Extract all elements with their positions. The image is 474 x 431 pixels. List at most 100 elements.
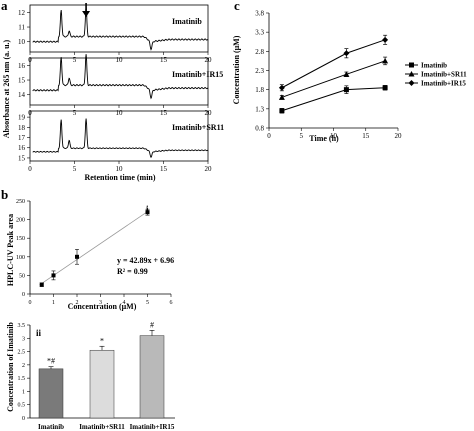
y-tick-label: 2.5 xyxy=(18,350,26,356)
x-tick-label: 15 xyxy=(160,56,168,64)
y-tick-label: 200 xyxy=(16,218,25,224)
chromatogram-trace xyxy=(32,7,209,51)
data-point xyxy=(39,282,44,287)
x-tick-label: 0 xyxy=(28,165,32,173)
panel-c-time: Concentration (μM) Time (h) 0 5 10 15 20 0.8 1… xyxy=(232,10,467,144)
arrow-head xyxy=(82,11,91,17)
x-tick-label: 5 xyxy=(300,132,304,140)
data-point xyxy=(278,94,285,100)
panel-c-xlabel: Time (h) xyxy=(309,134,339,143)
legend-label: Imatinib+IR15 xyxy=(421,80,466,88)
y-tick-label: 3 xyxy=(22,336,25,342)
x-tick-label: 2 xyxy=(76,300,79,306)
series-name-label: Imatinib+IR15 xyxy=(172,70,223,79)
x-tick-label: 15 xyxy=(160,109,168,117)
y-tick-label: 15 xyxy=(18,77,26,85)
regression-line xyxy=(39,210,149,286)
y-tick-label: 250 xyxy=(16,199,25,205)
y-tick-label: 1.5 xyxy=(18,376,26,382)
series-line xyxy=(281,87,386,112)
chromatogram-frame-0 xyxy=(29,4,209,53)
data-point xyxy=(343,87,349,93)
y-tick-label: 19 xyxy=(18,114,26,122)
y-tick-label: 0 xyxy=(22,416,25,422)
panel-b-i-ylabel: HPLC-UV Peak area xyxy=(6,214,15,286)
chromatogram-frame-1 xyxy=(29,57,209,106)
series-name-label: Imatinib+SR11 xyxy=(172,123,224,132)
category-label: Imatinib+SR11 xyxy=(79,423,125,431)
category-label: Imatinib xyxy=(38,423,64,431)
panel-b-ii-sublabel: ii xyxy=(36,328,42,338)
panel-a-xlabel: Retention time (min) xyxy=(84,173,155,182)
x-tick-label: 0 xyxy=(29,300,32,306)
data-point xyxy=(279,108,285,114)
x-tick-label: 20 xyxy=(395,132,403,140)
panel-letter-c: c xyxy=(234,0,240,13)
series-name-label: Imatinib xyxy=(172,17,202,26)
x-tick-label: 4 xyxy=(123,300,126,306)
x-tick-label: 0 xyxy=(267,132,271,140)
y-tick-label: 3.3 xyxy=(255,29,264,37)
data-point xyxy=(51,273,56,278)
significance-label: *# xyxy=(47,357,55,366)
y-tick-label: 0 xyxy=(22,292,25,298)
panel-letter-b: b xyxy=(1,187,8,202)
y-tick-label: 3.5 xyxy=(18,323,26,329)
panel-b-i-calibration: i HPLC-UV Peak area Concentration (μM) y… xyxy=(6,199,174,311)
y-tick-label: 150 xyxy=(16,236,25,242)
y-tick-label: 14 xyxy=(18,91,26,99)
panel-b-i-xlabel: Concentration (μM) xyxy=(68,302,137,311)
x-tick-label: 5 xyxy=(73,56,77,64)
x-tick-label: 5 xyxy=(73,109,77,117)
data-point xyxy=(278,84,285,91)
x-tick-label: 10 xyxy=(330,132,338,140)
panel-letter-a: a xyxy=(1,0,8,13)
legend-label: Imatinib xyxy=(421,62,447,70)
legend-marker xyxy=(409,62,414,68)
category-label: Imatinib+IR15 xyxy=(130,423,175,431)
y-tick-label: 2.8 xyxy=(255,48,264,56)
x-tick-label: 10 xyxy=(116,165,124,173)
x-tick-label: 15 xyxy=(362,132,370,140)
data-point xyxy=(343,50,350,57)
series-line xyxy=(281,39,386,89)
x-tick-label: 5 xyxy=(73,165,77,173)
x-tick-label: 1 xyxy=(52,300,55,306)
data-point xyxy=(382,57,389,64)
y-tick-label: 16 xyxy=(18,62,26,70)
x-tick-label: 3 xyxy=(99,300,102,306)
y-tick-label: 1 xyxy=(22,389,25,395)
y-tick-label: 100 xyxy=(16,255,25,261)
significance-label: # xyxy=(150,320,154,329)
y-tick-label: 0.5 xyxy=(18,403,26,409)
chromatogram-trace xyxy=(32,54,209,100)
panel-b-i-equation: y = 42.89x + 6.96 xyxy=(117,256,174,265)
y-tick-label: 50 xyxy=(19,273,25,279)
data-point xyxy=(343,71,350,77)
bar xyxy=(139,335,165,419)
legend-label: Imatinib+SR11 xyxy=(421,71,467,79)
chromatogram-trace xyxy=(32,118,209,159)
data-point xyxy=(75,254,79,259)
panel-b-ii-ylabel: Concentration of Imatinib xyxy=(6,322,15,412)
significance-label: * xyxy=(100,336,104,345)
x-tick-label: 10 xyxy=(116,109,124,117)
x-tick-label: 15 xyxy=(160,165,168,173)
panel-a-chromatograms: Absorbance at 265 nm (a. u.) Retention t… xyxy=(2,3,224,182)
panel-a-ylabel: Absorbance at 265 nm (a. u.) xyxy=(2,39,11,138)
x-tick-label: 20 xyxy=(205,165,213,173)
panel-b-ii-bars: ii Concentration of Imatinib 0 0.5 1 1.5 2 2.… xyxy=(6,320,175,431)
panel-c-ylabel: Concentration (μM) xyxy=(232,35,241,104)
y-tick-label: 10 xyxy=(18,38,26,46)
legend-marker xyxy=(408,71,415,77)
y-tick-label: 15 xyxy=(18,154,26,162)
data-point xyxy=(382,36,389,43)
y-tick-label: 16 xyxy=(18,144,26,152)
y-tick-label: 0.8 xyxy=(255,125,264,133)
x-tick-label: 6 xyxy=(170,300,173,306)
y-tick-label: 18 xyxy=(18,124,26,132)
y-tick-label: 1.8 xyxy=(255,86,264,94)
y-tick-label: 1.3 xyxy=(255,105,264,113)
bar xyxy=(38,368,64,419)
